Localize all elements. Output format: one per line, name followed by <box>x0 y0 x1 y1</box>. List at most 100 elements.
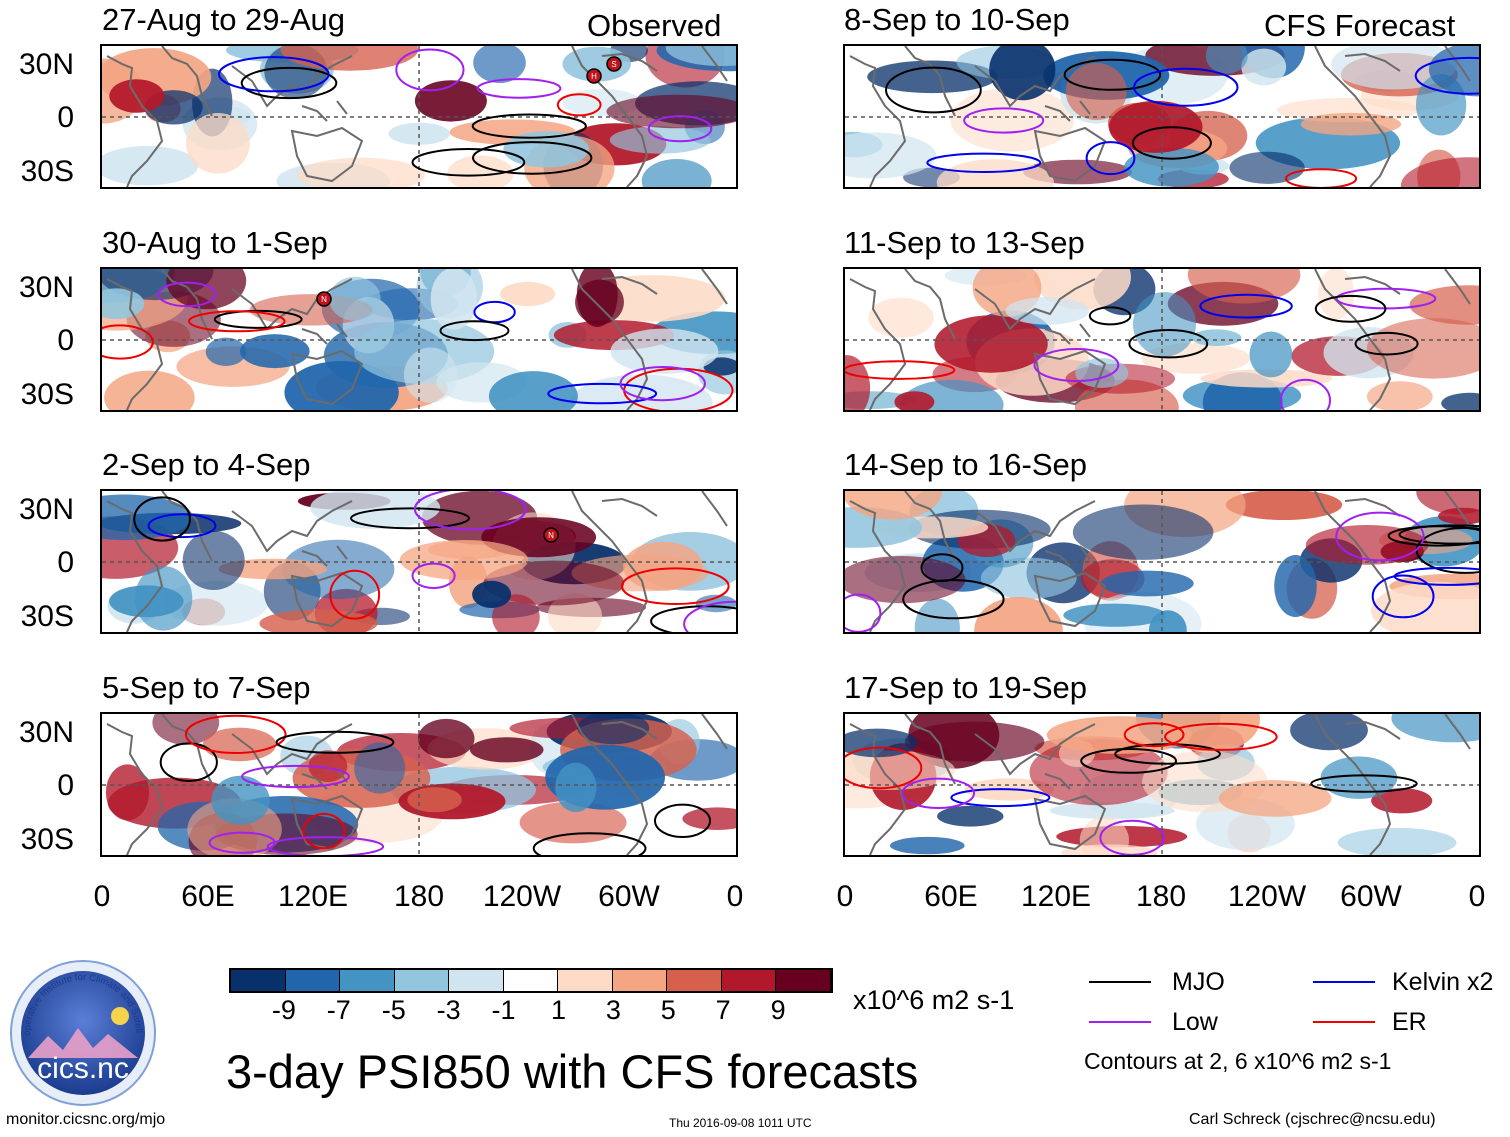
anomaly-shade <box>205 337 247 366</box>
anomaly-shade <box>1366 381 1433 410</box>
coastline <box>1044 100 1091 122</box>
coastline <box>904 491 956 562</box>
anomaly-shade <box>104 370 195 410</box>
anomaly-shade <box>399 540 529 580</box>
map-panel <box>100 712 738 857</box>
anomaly-shade <box>974 596 1063 632</box>
wave-contour <box>411 148 526 177</box>
coastline <box>1344 497 1401 517</box>
anomaly-shade <box>1300 112 1402 136</box>
wave-contour <box>1085 141 1136 176</box>
anomaly-shade <box>1049 802 1175 820</box>
colorbar-label: 5 <box>660 995 676 1025</box>
y-tick-label: 0 <box>57 101 74 134</box>
anomaly-shade <box>500 281 556 307</box>
anomaly-shade <box>1229 151 1305 184</box>
map-panel <box>843 489 1481 634</box>
coastline <box>601 497 658 517</box>
coastline <box>106 723 164 855</box>
anomaly-shade <box>1187 269 1301 304</box>
coastline <box>701 714 728 750</box>
wave-contour <box>240 66 338 100</box>
coastline <box>161 269 213 340</box>
x-tick-label: 120E <box>277 880 349 913</box>
coastline <box>231 723 353 776</box>
anomaly-shade <box>354 742 406 794</box>
coastline <box>1444 714 1471 750</box>
footer-url[interactable]: monitor.cicsnc.org/mjo <box>6 1111 166 1128</box>
anomaly-shade <box>980 557 1077 599</box>
colorbar <box>229 968 833 993</box>
panel-title: 8-Sep to 10-Sep <box>844 2 1070 37</box>
anomaly-shade <box>109 585 184 618</box>
colorbar-label: -1 <box>491 995 516 1025</box>
coastline <box>106 278 164 410</box>
y-tick-label: 30N <box>18 716 74 749</box>
anomaly-shade <box>570 374 713 410</box>
wave-contour <box>1033 348 1120 382</box>
anomaly-shade <box>1063 603 1167 627</box>
map-panel <box>843 267 1481 412</box>
coastline <box>904 269 956 340</box>
coastline <box>1444 269 1471 305</box>
coastline <box>904 714 956 785</box>
x-tick-label: 60E <box>924 880 978 913</box>
anomaly-shade <box>1290 714 1368 751</box>
svg-text:N: N <box>321 295 327 304</box>
wave-contour <box>902 579 1005 620</box>
anomaly-shade <box>1191 329 1242 346</box>
anomaly-shade <box>845 556 966 604</box>
coastline <box>974 500 1096 553</box>
coastline <box>106 55 164 187</box>
wave-contour <box>395 48 465 92</box>
anomaly-shade <box>575 279 624 325</box>
legend-mjo: MJO <box>1172 968 1225 996</box>
svg-text:N: N <box>548 531 554 540</box>
coastline <box>1444 491 1471 527</box>
wave-contour <box>532 832 647 855</box>
wave-contour <box>619 366 706 402</box>
coastline <box>571 269 649 410</box>
coastline <box>1044 768 1091 790</box>
coastline <box>701 269 728 305</box>
wave-contour <box>1371 574 1435 619</box>
panel-title: 2-Sep to 4-Sep <box>102 447 311 482</box>
coastline <box>1344 52 1401 72</box>
x-tick-label: 0 <box>1468 880 1486 913</box>
footer-timestamp: Thu 2016-09-08 1011 UTC <box>669 1116 812 1130</box>
wave-contour <box>147 513 217 539</box>
wave-contour <box>184 714 287 754</box>
anomaly-shade <box>430 269 478 330</box>
anomaly-shade <box>555 762 597 812</box>
anomaly-shade <box>308 750 348 783</box>
anomaly-shade <box>407 787 462 813</box>
wave-contour <box>547 382 658 405</box>
colorbar-swatch <box>285 970 341 991</box>
colorbar-label: 1 <box>550 995 566 1025</box>
anomaly-shade <box>1320 756 1398 799</box>
logo-text: cics.nc <box>37 1052 129 1085</box>
wave-contour <box>1133 67 1239 107</box>
wave-contour <box>1387 525 1479 547</box>
anomaly-shade <box>1205 46 1248 74</box>
y-tick-label: 30S <box>20 378 74 411</box>
wave-contour <box>413 491 527 531</box>
wave-contour <box>471 113 587 139</box>
panel-title: 17-Sep to 19-Sep <box>844 670 1088 705</box>
forecast-label: CFS Forecast <box>1264 8 1456 43</box>
wave-contour <box>556 93 602 117</box>
wave-contour <box>647 115 713 143</box>
wave-contour <box>439 320 510 342</box>
wave-contour <box>473 300 516 324</box>
wave-contour <box>302 812 346 850</box>
storm-marker: N <box>543 527 559 543</box>
storm-marker: N <box>316 291 332 307</box>
x-tick-label: 120W <box>482 880 562 913</box>
x-tick-label: 180 <box>393 880 445 913</box>
anomaly-shade <box>102 288 145 319</box>
cics-logo: Cooperative Institute for Climate and Sa… <box>5 950 158 1108</box>
anomaly-shade <box>185 113 250 174</box>
wave-contour <box>1279 378 1331 410</box>
anomaly-shade <box>904 721 1045 762</box>
x-tick-label: 60W <box>1340 880 1402 913</box>
